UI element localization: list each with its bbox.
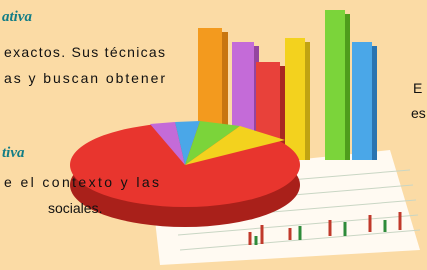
body-line: e el contexto y las <box>4 174 159 190</box>
slide: ativa exactos. Sus técnicas as y buscan … <box>0 0 427 270</box>
body-line: sociales. <box>48 200 102 216</box>
body-line: as y buscan obtener <box>4 70 165 86</box>
section-heading: ativa <box>2 9 32 25</box>
section-heading: tiva <box>2 145 25 161</box>
body-line: exactos. Sus técnicas <box>4 44 165 60</box>
side-text: es <box>411 105 426 121</box>
page: {"slide":{"sections":[{"heading":"ativa"… <box>0 0 427 270</box>
side-text: E <box>413 80 422 96</box>
